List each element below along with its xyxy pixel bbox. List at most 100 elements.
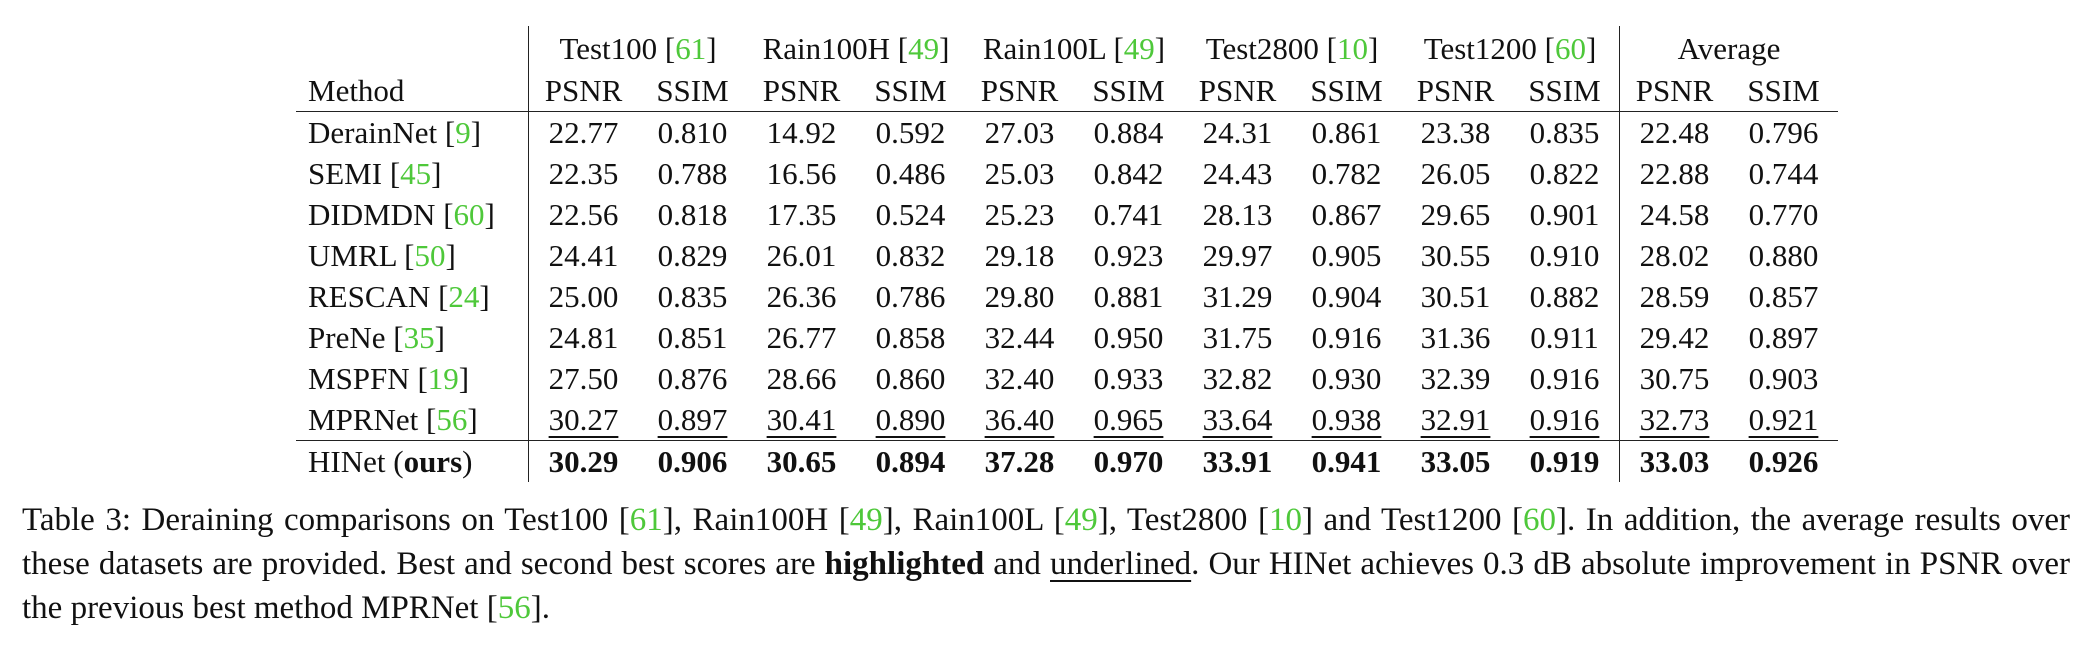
citation[interactable]: 60 bbox=[453, 197, 485, 232]
metric-header: PSNR bbox=[747, 70, 856, 112]
value-cell: 0.867 bbox=[1292, 194, 1401, 235]
score-value: 0.835 bbox=[1529, 115, 1600, 150]
score-value: 30.65 bbox=[766, 444, 837, 479]
value-cell: 23.38 bbox=[1401, 112, 1510, 154]
score-value: 0.890 bbox=[875, 402, 946, 437]
value-cell: 0.744 bbox=[1729, 153, 1838, 194]
citation[interactable]: 9 bbox=[455, 115, 471, 150]
score-value: 0.770 bbox=[1748, 197, 1819, 232]
method-name: SEMI bbox=[308, 156, 383, 191]
citation[interactable]: 49 bbox=[1064, 502, 1098, 538]
caption-text: ]. In addition, the average results over… bbox=[22, 502, 2070, 582]
citation[interactable]: 49 bbox=[1123, 30, 1155, 66]
citation[interactable]: 50 bbox=[414, 238, 446, 273]
citation[interactable]: 49 bbox=[849, 502, 883, 538]
score-value: 0.842 bbox=[1093, 156, 1164, 191]
citation[interactable]: 56 bbox=[497, 590, 531, 626]
score-value: 0.867 bbox=[1311, 197, 1382, 232]
dataset-name: Average bbox=[1677, 30, 1781, 66]
method-cell: SEMI [45] bbox=[296, 153, 529, 194]
value-cell: 26.77 bbox=[747, 317, 856, 358]
table-row: MSPFN [19] 27.50 0.876 28.66 0.860 32.40 0.933… bbox=[296, 358, 1838, 399]
score-value: 31.29 bbox=[1202, 279, 1273, 314]
score-value: 0.835 bbox=[657, 279, 728, 314]
citation[interactable]: 61 bbox=[629, 502, 663, 538]
citation[interactable]: 10 bbox=[1336, 30, 1368, 66]
value-cell: 0.950 bbox=[1074, 317, 1183, 358]
score-value: 32.73 bbox=[1639, 402, 1710, 437]
value-cell: 0.894 bbox=[856, 441, 965, 483]
caption-text: ], Rain100H [ bbox=[662, 502, 850, 538]
score-value: 29.42 bbox=[1639, 320, 1710, 355]
value-cell: 31.29 bbox=[1183, 276, 1292, 317]
score-value: 31.75 bbox=[1202, 320, 1273, 355]
citation[interactable]: 45 bbox=[400, 156, 432, 191]
score-value: 0.858 bbox=[875, 320, 946, 355]
score-value: 0.941 bbox=[1311, 444, 1382, 479]
value-cell: 22.56 bbox=[529, 194, 639, 235]
score-value: 27.03 bbox=[984, 115, 1055, 150]
score-value: 0.810 bbox=[657, 115, 728, 150]
score-value: 23.38 bbox=[1420, 115, 1491, 150]
value-cell: 0.941 bbox=[1292, 441, 1401, 483]
caption-text: ], Test2800 [ bbox=[1097, 502, 1269, 538]
method-header: Method bbox=[296, 70, 529, 112]
score-value: 0.881 bbox=[1093, 279, 1164, 314]
score-value: 28.13 bbox=[1202, 197, 1273, 232]
citation[interactable]: 49 bbox=[908, 30, 940, 66]
table-row: DIDMDN [60] 22.56 0.818 17.35 0.524 25.23 0.74… bbox=[296, 194, 1838, 235]
value-cell: 25.23 bbox=[965, 194, 1074, 235]
value-cell: 29.42 bbox=[1620, 317, 1730, 358]
metric-header: SSIM bbox=[1510, 70, 1620, 112]
method-cell: DerainNet [9] bbox=[296, 111, 529, 153]
score-value: 0.876 bbox=[657, 361, 728, 396]
value-cell: 0.901 bbox=[1510, 194, 1620, 235]
value-cell: 0.741 bbox=[1074, 194, 1183, 235]
method-name: MPRNet bbox=[308, 402, 419, 437]
score-value: 0.788 bbox=[657, 156, 728, 191]
score-value: 0.950 bbox=[1093, 320, 1164, 355]
score-value: 0.897 bbox=[657, 402, 728, 437]
value-cell: 28.59 bbox=[1620, 276, 1730, 317]
caption-underlined-word: underlined bbox=[1050, 546, 1192, 582]
value-cell: 0.911 bbox=[1510, 317, 1620, 358]
value-cell: 27.50 bbox=[529, 358, 639, 399]
score-value: 0.910 bbox=[1529, 238, 1600, 273]
value-cell: 32.40 bbox=[965, 358, 1074, 399]
citation[interactable]: 56 bbox=[436, 402, 468, 437]
value-cell: 32.82 bbox=[1183, 358, 1292, 399]
score-value: 0.782 bbox=[1311, 156, 1382, 191]
table-caption: Table 3: Deraining comparisons on Test10… bbox=[22, 498, 2070, 630]
score-value: 22.88 bbox=[1639, 156, 1710, 191]
score-value: 24.43 bbox=[1202, 156, 1273, 191]
citation[interactable]: 24 bbox=[448, 279, 480, 314]
citation[interactable]: 60 bbox=[1523, 502, 1557, 538]
score-value: 0.880 bbox=[1748, 238, 1819, 273]
value-cell: 0.923 bbox=[1074, 235, 1183, 276]
value-cell: 0.921 bbox=[1729, 399, 1838, 441]
score-value: 0.829 bbox=[657, 238, 728, 273]
citation[interactable]: 35 bbox=[403, 320, 435, 355]
method-name: HINet bbox=[308, 444, 386, 479]
table-row: PreNe [35] 24.81 0.851 26.77 0.858 32.44 0.950… bbox=[296, 317, 1838, 358]
metric-header: PSNR bbox=[1183, 70, 1292, 112]
metric-header: PSNR bbox=[965, 70, 1074, 112]
value-cell: 24.43 bbox=[1183, 153, 1292, 194]
method-cell: UMRL [50] bbox=[296, 235, 529, 276]
citation[interactable]: 60 bbox=[1554, 30, 1586, 66]
value-cell: 30.29 bbox=[529, 441, 639, 483]
score-value: 29.65 bbox=[1420, 197, 1491, 232]
caption-text: ], Rain100L [ bbox=[882, 502, 1065, 538]
value-cell: 0.796 bbox=[1729, 112, 1838, 154]
value-cell: 24.31 bbox=[1183, 112, 1292, 154]
score-value: 24.31 bbox=[1202, 115, 1273, 150]
citation[interactable]: 61 bbox=[675, 30, 707, 66]
score-value: 0.741 bbox=[1093, 197, 1164, 232]
citation[interactable]: 19 bbox=[427, 361, 459, 396]
method-name: UMRL bbox=[308, 238, 397, 273]
score-value: 30.51 bbox=[1420, 279, 1491, 314]
value-cell: 0.858 bbox=[856, 317, 965, 358]
citation[interactable]: 10 bbox=[1268, 502, 1302, 538]
value-cell: 0.881 bbox=[1074, 276, 1183, 317]
value-cell: 31.36 bbox=[1401, 317, 1510, 358]
